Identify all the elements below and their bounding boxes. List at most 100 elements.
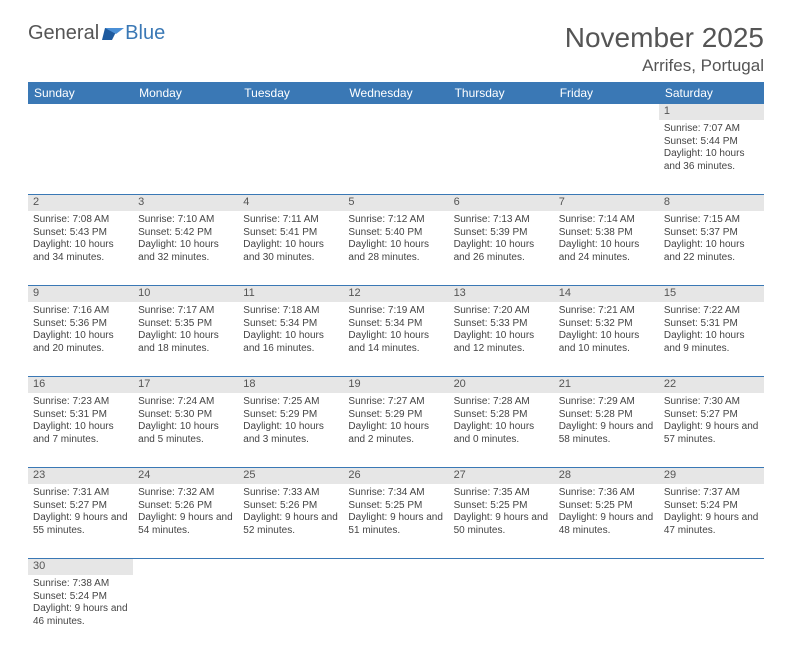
day-cell: Sunrise: 7:37 AMSunset: 5:24 PMDaylight:…	[659, 484, 764, 559]
day-cell: Sunrise: 7:36 AMSunset: 5:25 PMDaylight:…	[554, 484, 659, 559]
week-row: Sunrise: 7:31 AMSunset: 5:27 PMDaylight:…	[28, 484, 764, 559]
sunset-text: Sunset: 5:32 PM	[559, 318, 654, 331]
daylight-text: Daylight: 10 hours and 28 minutes.	[348, 239, 443, 264]
sunset-text: Sunset: 5:34 PM	[348, 318, 443, 331]
day-cell: Sunrise: 7:32 AMSunset: 5:26 PMDaylight:…	[133, 484, 238, 559]
daynum-row: 1	[28, 104, 764, 120]
daylight-text: Daylight: 9 hours and 47 minutes.	[664, 512, 759, 537]
sunset-text: Sunset: 5:36 PM	[33, 318, 128, 331]
sunset-text: Sunset: 5:37 PM	[664, 227, 759, 240]
daylight-text: Daylight: 10 hours and 10 minutes.	[559, 330, 654, 355]
sunrise-text: Sunrise: 7:14 AM	[559, 214, 654, 227]
brand-part1: General	[28, 22, 99, 45]
daylight-text: Daylight: 10 hours and 9 minutes.	[664, 330, 759, 355]
sunrise-text: Sunrise: 7:13 AM	[454, 214, 549, 227]
daylight-text: Daylight: 10 hours and 0 minutes.	[454, 421, 549, 446]
day-cell: Sunrise: 7:11 AMSunset: 5:41 PMDaylight:…	[238, 211, 343, 286]
sunrise-text: Sunrise: 7:10 AM	[138, 214, 233, 227]
day-number-cell: 27	[449, 468, 554, 485]
day-cell: Sunrise: 7:16 AMSunset: 5:36 PMDaylight:…	[28, 302, 133, 377]
day-cell: Sunrise: 7:25 AMSunset: 5:29 PMDaylight:…	[238, 393, 343, 468]
day-number-cell	[554, 104, 659, 120]
sunset-text: Sunset: 5:27 PM	[664, 409, 759, 422]
day-number-cell	[133, 104, 238, 120]
day-cell: Sunrise: 7:10 AMSunset: 5:42 PMDaylight:…	[133, 211, 238, 286]
calendar-table: Sunday Monday Tuesday Wednesday Thursday…	[28, 82, 764, 649]
sunrise-text: Sunrise: 7:15 AM	[664, 214, 759, 227]
day-number-cell: 29	[659, 468, 764, 485]
daylight-text: Daylight: 10 hours and 36 minutes.	[664, 148, 759, 173]
brand-logo: General Blue	[28, 22, 165, 45]
daylight-text: Daylight: 10 hours and 32 minutes.	[138, 239, 233, 264]
sunset-text: Sunset: 5:24 PM	[33, 591, 128, 604]
sunrise-text: Sunrise: 7:16 AM	[33, 305, 128, 318]
day-cell: Sunrise: 7:15 AMSunset: 5:37 PMDaylight:…	[659, 211, 764, 286]
day-number-cell: 8	[659, 195, 764, 212]
sunset-text: Sunset: 5:29 PM	[348, 409, 443, 422]
day-number-cell	[449, 104, 554, 120]
daylight-text: Daylight: 9 hours and 57 minutes.	[664, 421, 759, 446]
sunset-text: Sunset: 5:44 PM	[664, 136, 759, 149]
weekday-header: Friday	[554, 82, 659, 104]
sunrise-text: Sunrise: 7:38 AM	[33, 578, 128, 591]
daylight-text: Daylight: 10 hours and 26 minutes.	[454, 239, 549, 264]
day-cell: Sunrise: 7:33 AMSunset: 5:26 PMDaylight:…	[238, 484, 343, 559]
daynum-row: 9101112131415	[28, 286, 764, 303]
day-number-cell: 21	[554, 377, 659, 394]
day-number-cell: 12	[343, 286, 448, 303]
sunset-text: Sunset: 5:26 PM	[243, 500, 338, 513]
day-number-cell: 10	[133, 286, 238, 303]
sunrise-text: Sunrise: 7:25 AM	[243, 396, 338, 409]
weekday-header: Monday	[133, 82, 238, 104]
daylight-text: Daylight: 9 hours and 55 minutes.	[33, 512, 128, 537]
weekday-header: Saturday	[659, 82, 764, 104]
sunrise-text: Sunrise: 7:12 AM	[348, 214, 443, 227]
day-number-cell: 17	[133, 377, 238, 394]
daylight-text: Daylight: 10 hours and 12 minutes.	[454, 330, 549, 355]
sunrise-text: Sunrise: 7:19 AM	[348, 305, 443, 318]
sunrise-text: Sunrise: 7:36 AM	[559, 487, 654, 500]
day-number-cell	[133, 559, 238, 576]
day-cell: Sunrise: 7:34 AMSunset: 5:25 PMDaylight:…	[343, 484, 448, 559]
sunrise-text: Sunrise: 7:37 AM	[664, 487, 759, 500]
daylight-text: Daylight: 9 hours and 58 minutes.	[559, 421, 654, 446]
day-number-cell: 23	[28, 468, 133, 485]
day-cell: Sunrise: 7:28 AMSunset: 5:28 PMDaylight:…	[449, 393, 554, 468]
day-cell: Sunrise: 7:08 AMSunset: 5:43 PMDaylight:…	[28, 211, 133, 286]
daynum-row: 30	[28, 559, 764, 576]
day-cell	[133, 575, 238, 649]
day-cell: Sunrise: 7:18 AMSunset: 5:34 PMDaylight:…	[238, 302, 343, 377]
weekday-header: Tuesday	[238, 82, 343, 104]
day-number-cell: 9	[28, 286, 133, 303]
sunrise-text: Sunrise: 7:29 AM	[559, 396, 654, 409]
sunrise-text: Sunrise: 7:35 AM	[454, 487, 549, 500]
daylight-text: Daylight: 10 hours and 2 minutes.	[348, 421, 443, 446]
day-cell: Sunrise: 7:21 AMSunset: 5:32 PMDaylight:…	[554, 302, 659, 377]
day-cell	[238, 575, 343, 649]
day-cell: Sunrise: 7:31 AMSunset: 5:27 PMDaylight:…	[28, 484, 133, 559]
sunrise-text: Sunrise: 7:22 AM	[664, 305, 759, 318]
sunset-text: Sunset: 5:31 PM	[664, 318, 759, 331]
day-number-cell: 15	[659, 286, 764, 303]
sunset-text: Sunset: 5:43 PM	[33, 227, 128, 240]
daylight-text: Daylight: 10 hours and 3 minutes.	[243, 421, 338, 446]
daylight-text: Daylight: 10 hours and 14 minutes.	[348, 330, 443, 355]
day-number-cell: 11	[238, 286, 343, 303]
sunrise-text: Sunrise: 7:27 AM	[348, 396, 443, 409]
sunrise-text: Sunrise: 7:08 AM	[33, 214, 128, 227]
daynum-row: 2345678	[28, 195, 764, 212]
sunset-text: Sunset: 5:30 PM	[138, 409, 233, 422]
daylight-text: Daylight: 10 hours and 20 minutes.	[33, 330, 128, 355]
day-number-cell: 3	[133, 195, 238, 212]
day-cell	[554, 575, 659, 649]
day-number-cell: 26	[343, 468, 448, 485]
sunset-text: Sunset: 5:27 PM	[33, 500, 128, 513]
weekday-header: Sunday	[28, 82, 133, 104]
sunrise-text: Sunrise: 7:11 AM	[243, 214, 338, 227]
day-number-cell	[343, 104, 448, 120]
day-number-cell	[449, 559, 554, 576]
daylight-text: Daylight: 9 hours and 51 minutes.	[348, 512, 443, 537]
day-number-cell: 25	[238, 468, 343, 485]
daylight-text: Daylight: 10 hours and 30 minutes.	[243, 239, 338, 264]
weekday-header-row: Sunday Monday Tuesday Wednesday Thursday…	[28, 82, 764, 104]
